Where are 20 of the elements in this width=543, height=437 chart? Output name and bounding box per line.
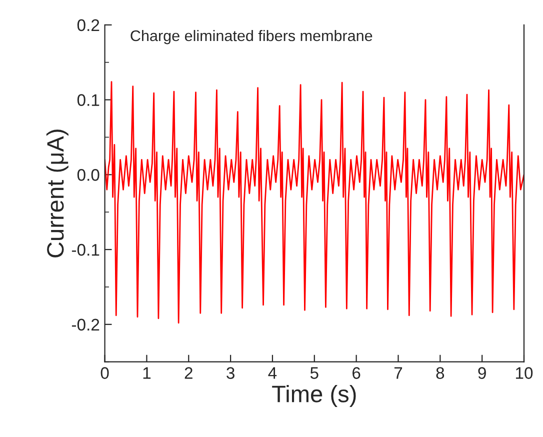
chart-title: Charge eliminated fibers membrane — [130, 30, 372, 44]
x-tick-label: 3 — [226, 367, 234, 379]
x-tick-label: 9 — [478, 367, 486, 379]
y-axis-title: Current (μA) — [46, 130, 68, 258]
x-tick-label: 6 — [352, 367, 360, 379]
x-tick-label: 5 — [310, 367, 318, 379]
x-tick-label: 7 — [394, 367, 402, 379]
x-tick-label: 8 — [436, 367, 444, 379]
y-tick-label: 0.0 — [77, 169, 100, 181]
line-series — [104, 81, 524, 324]
y-tick-label: -0.2 — [72, 318, 100, 331]
x-axis-title: Time (s) — [272, 385, 356, 408]
x-tick-label: 10 — [516, 367, 533, 379]
x-tick-label: 4 — [268, 367, 277, 379]
y-tick-label: -0.1 — [72, 244, 100, 256]
y-tick-label: 0.2 — [77, 19, 100, 32]
x-tick-label: 2 — [184, 367, 192, 379]
y-tick-label: 0.1 — [77, 94, 100, 106]
x-tick-label: 0 — [100, 367, 109, 379]
x-tick-label: 1 — [143, 367, 151, 379]
